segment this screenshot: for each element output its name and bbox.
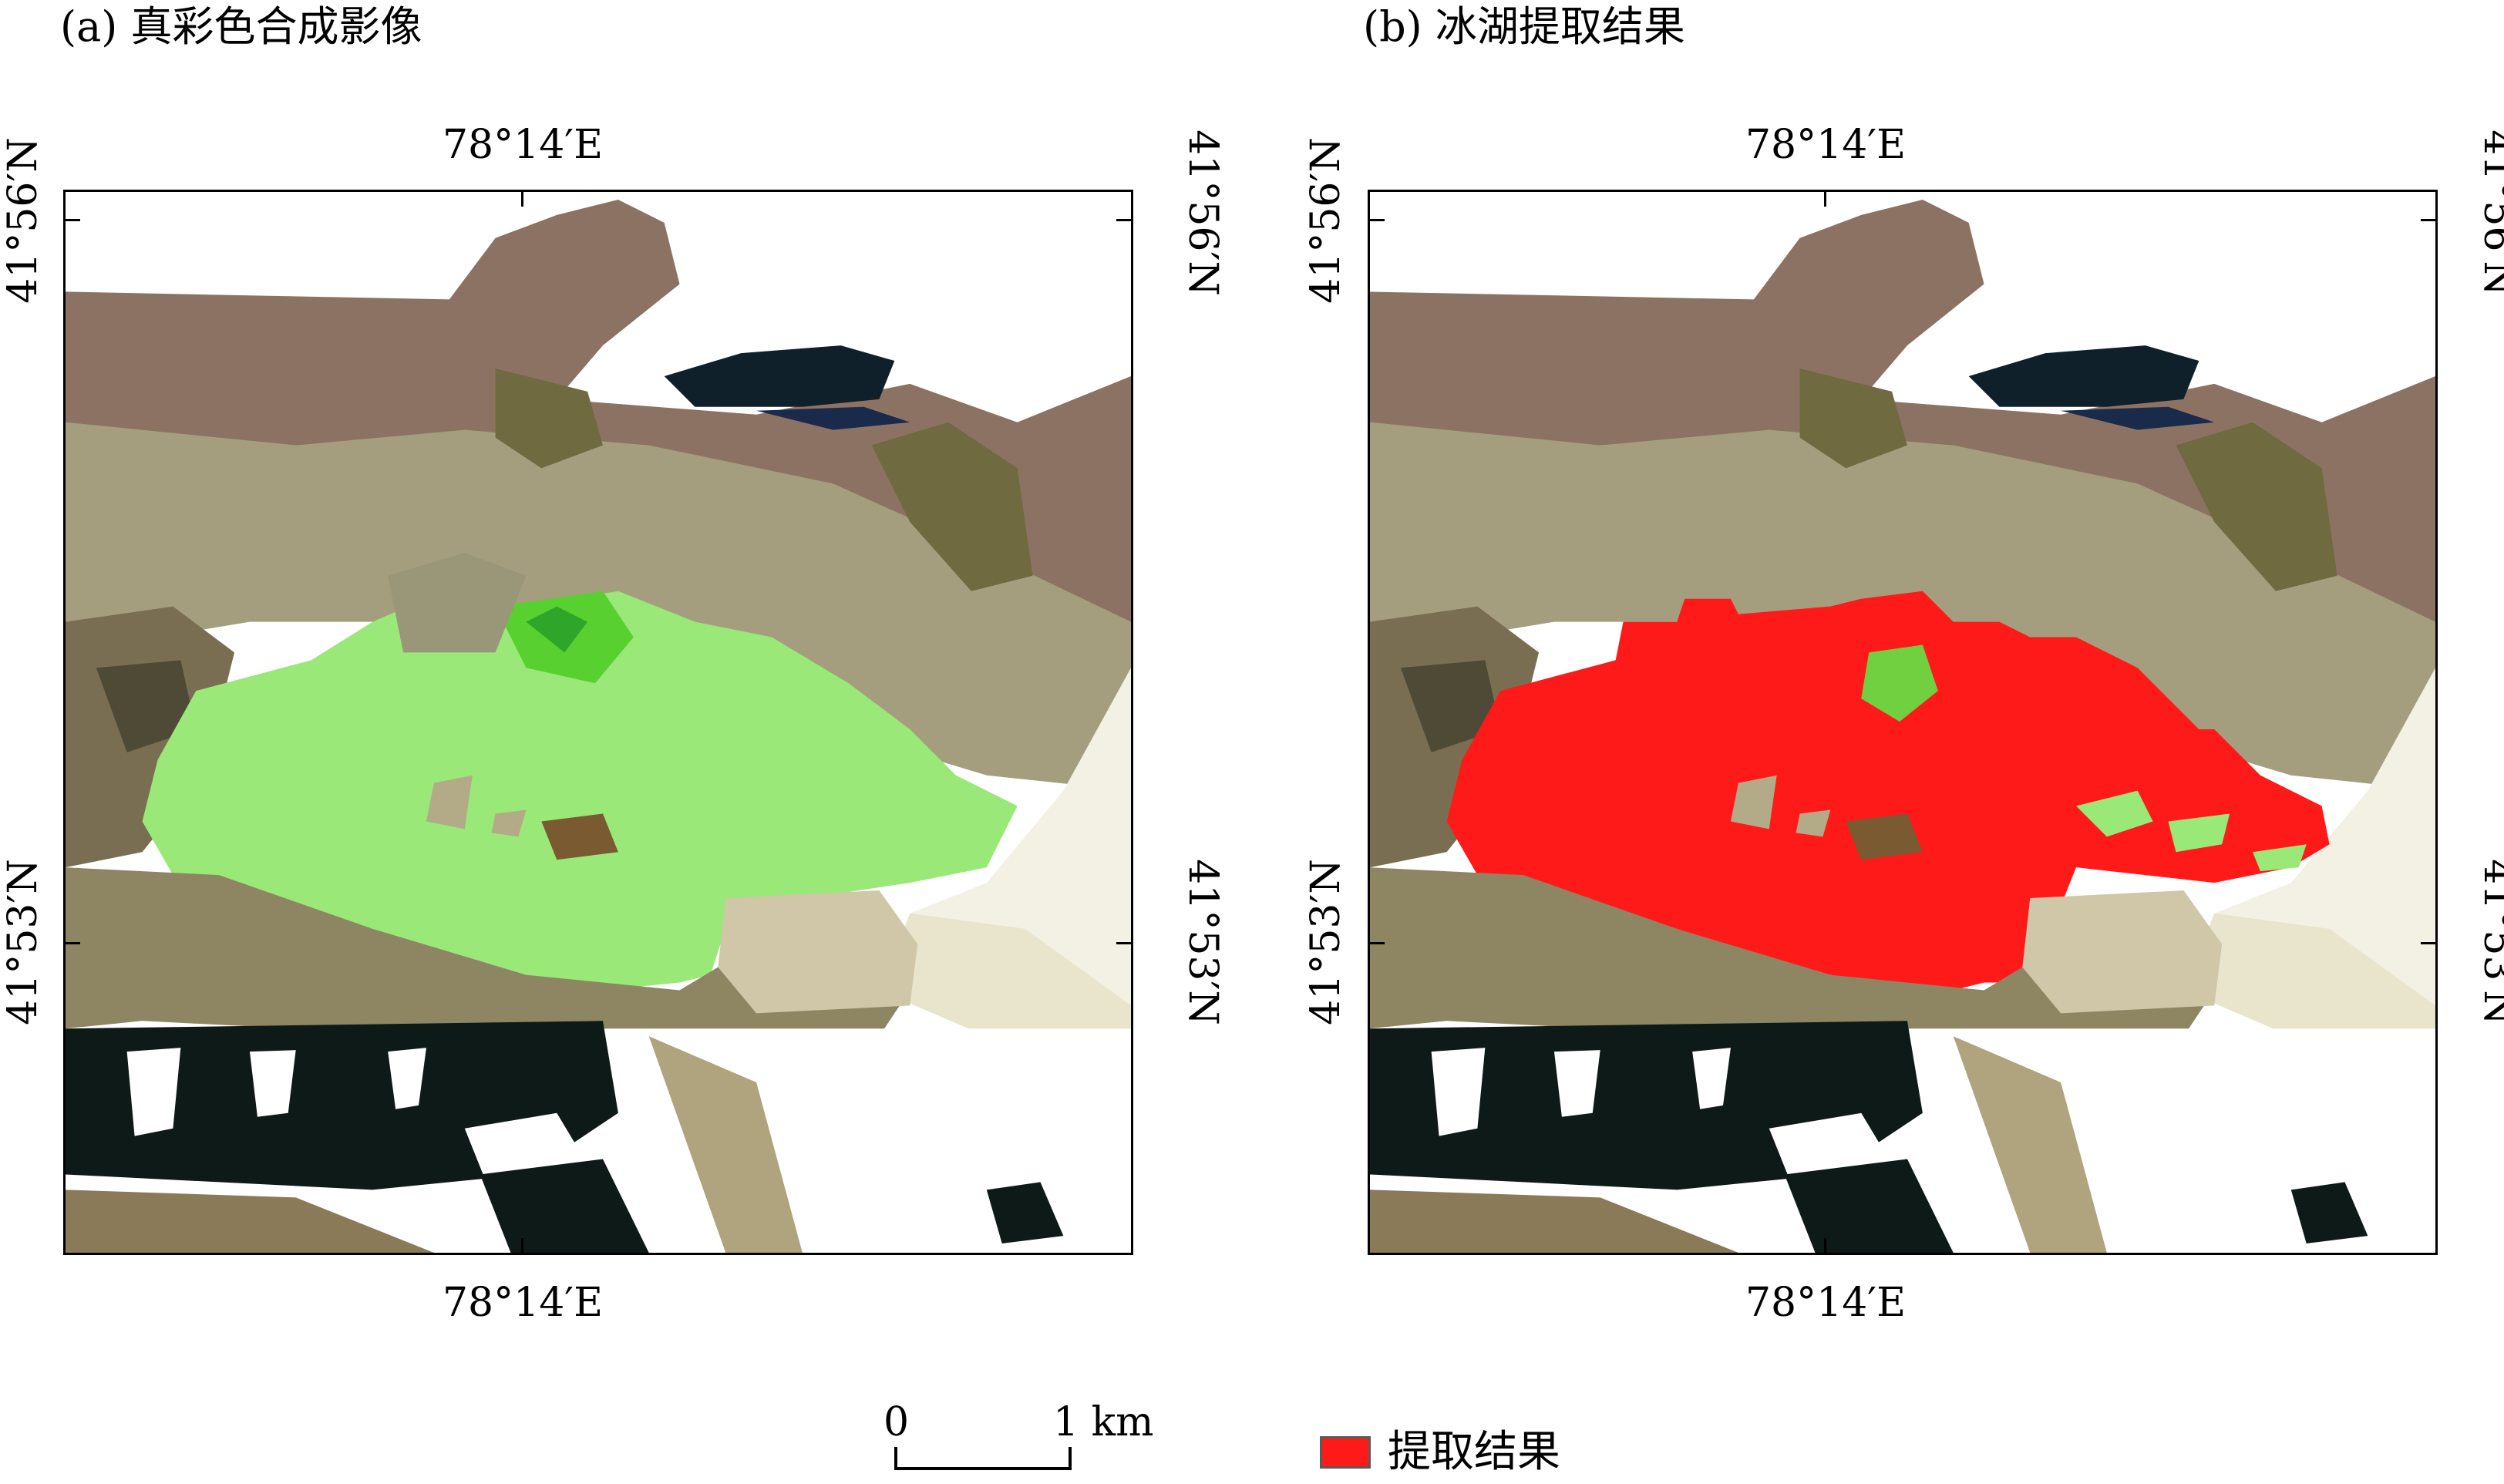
- panel-b-tick-bottom: [1824, 1238, 1826, 1255]
- panel-a-tick-bottom: [521, 1238, 523, 1255]
- panel-b-lat-lower-left: 41°53′N: [1303, 859, 1349, 1025]
- panel-a-tick-right-upper: [1116, 219, 1133, 221]
- scale-bar-tick-end: [1069, 1447, 1072, 1470]
- panel-a-lon-bottom: 78°14′E: [442, 1280, 604, 1326]
- panel-a-lon-top: 78°14′E: [442, 122, 604, 168]
- panel-a-tick-left-lower: [63, 942, 80, 944]
- panel-b-lat-upper-right: 41°56′N: [2475, 130, 2504, 296]
- panel-b-tick-right-upper: [2421, 219, 2438, 221]
- panel-a-tick-left-upper: [63, 219, 80, 221]
- scale-bar-line: [894, 1467, 1072, 1470]
- lake-extraction-image: [1370, 192, 2435, 1253]
- panel-b-tick-left-lower: [1368, 942, 1385, 944]
- panel-b-tick-left-upper: [1368, 219, 1385, 221]
- panel-a-tick-right-lower: [1116, 942, 1133, 944]
- scale-bar-start-label: 0: [883, 1399, 910, 1445]
- scale-bar-tick-start: [894, 1447, 897, 1470]
- panel-b-lat-upper-left: 41°56′N: [1303, 137, 1349, 304]
- panel-a-lat-upper-right: 41°56′N: [1180, 130, 1226, 296]
- panel-a-lat-lower-left: 41°53′N: [0, 859, 46, 1025]
- panel-b-map: [1368, 190, 2438, 1255]
- panel-a-tick-top: [521, 190, 523, 207]
- panel-b-lat-lower-right: 41°53′N: [2475, 859, 2504, 1025]
- panel-b-title: (b) 冰湖提取结果: [1363, 2, 1685, 51]
- panel-b-lon-top: 78°14′E: [1745, 122, 1907, 168]
- legend-swatch: [1320, 1436, 1371, 1469]
- legend-label: 提取结果: [1388, 1427, 1560, 1477]
- panel-a-lat-lower-right: 41°53′N: [1180, 859, 1226, 1025]
- panel-a-map: [63, 190, 1133, 1255]
- panel-b-tick-right-lower: [2421, 942, 2438, 944]
- panel-b-lon-bottom: 78°14′E: [1745, 1280, 1907, 1326]
- scale-bar-end-label: 1 km: [1053, 1399, 1154, 1445]
- scale-bar: 0 1 km: [879, 1399, 1153, 1484]
- panel-a-lat-upper-left: 41°56′N: [0, 137, 46, 304]
- true-color-image: [66, 192, 1131, 1253]
- panel-b-tick-top: [1824, 190, 1826, 207]
- panel-a-title: (a) 真彩色合成影像: [60, 2, 422, 51]
